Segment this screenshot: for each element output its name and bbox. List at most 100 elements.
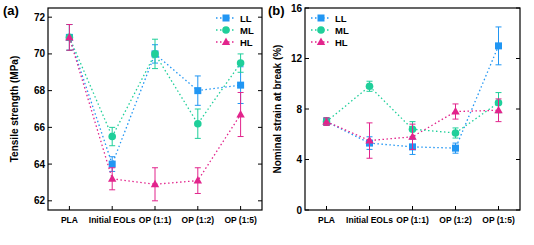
error-cap xyxy=(66,50,72,51)
error-cap xyxy=(453,103,459,104)
error-cap xyxy=(324,125,330,126)
data-point xyxy=(109,161,116,168)
error-cap xyxy=(410,121,416,122)
series-line xyxy=(69,37,240,164)
error-cap xyxy=(367,122,373,123)
x-tick-label: PLA xyxy=(61,215,78,225)
x-tick-label: OP (1:5) xyxy=(482,215,515,225)
y-tick xyxy=(258,90,262,91)
data-point xyxy=(66,34,74,42)
y-tick-label: 4 xyxy=(296,154,302,165)
error-cap xyxy=(109,156,115,157)
y-tick xyxy=(258,17,262,18)
error-cap xyxy=(109,189,115,190)
data-point xyxy=(452,145,459,152)
y-axis-label: Nominal strain at break (%) xyxy=(272,45,283,174)
data-point xyxy=(495,42,502,49)
series-line xyxy=(327,46,499,148)
data-point xyxy=(237,59,245,67)
x-tick xyxy=(155,206,156,210)
page: {"chart_data": [ {"type": "line", "title… xyxy=(0,0,534,245)
y-tick xyxy=(305,109,309,110)
figure: (a)Tensile strength (MPa)626466687072PLA… xyxy=(0,0,534,245)
x-tick-label: Initial EOLs xyxy=(89,215,136,225)
x-tick-label: OP (1:2) xyxy=(182,215,215,225)
error-cap xyxy=(109,145,115,146)
error-cap xyxy=(324,125,330,126)
data-point xyxy=(366,82,374,90)
error-cap xyxy=(195,105,201,106)
error-cap xyxy=(453,143,459,144)
legend-label: LL xyxy=(335,13,347,24)
legend-label: HL xyxy=(240,37,253,48)
error-cap xyxy=(496,26,502,27)
x-tick xyxy=(69,206,70,210)
data-point xyxy=(494,106,502,114)
legend-marker xyxy=(222,38,230,46)
error-cap xyxy=(367,81,373,82)
panel: (b)Nominal strain at break (%)0481216PLA… xyxy=(268,3,520,226)
plot-area xyxy=(65,25,245,201)
plot-frame xyxy=(305,8,520,210)
panel-title: (a) xyxy=(3,3,19,18)
y-tick-label: 0 xyxy=(296,205,302,216)
error-bar xyxy=(453,143,459,153)
error-cap xyxy=(496,98,502,99)
data-point xyxy=(365,136,373,144)
error-cap xyxy=(195,109,201,110)
error-bar xyxy=(453,128,459,138)
error-cap xyxy=(152,167,158,168)
error-bar xyxy=(238,54,244,72)
x-tick xyxy=(240,206,241,210)
error-cap xyxy=(453,138,459,139)
x-tick xyxy=(197,206,198,210)
plot-frame xyxy=(48,8,262,210)
error-cap xyxy=(66,50,72,51)
x-tick xyxy=(498,206,499,210)
error-cap xyxy=(238,136,244,137)
y-tick-label: 66 xyxy=(34,122,46,133)
data-point xyxy=(323,118,331,126)
y-tick-label: 68 xyxy=(34,85,46,96)
data-point xyxy=(194,176,202,184)
data-point xyxy=(236,110,244,118)
error-cap xyxy=(66,50,72,51)
y-tick xyxy=(258,200,262,201)
x-tick-label: OP (1:5) xyxy=(224,215,257,225)
error-cap xyxy=(195,138,201,139)
y-tick-label: 8 xyxy=(296,104,302,115)
data-point xyxy=(452,129,460,137)
data-point xyxy=(194,120,202,128)
error-cap xyxy=(496,64,502,65)
legend-marker xyxy=(317,38,325,46)
error-cap xyxy=(238,53,244,54)
y-tick-label: 12 xyxy=(291,53,303,64)
error-cap xyxy=(195,75,201,76)
error-cap xyxy=(66,24,72,25)
data-point xyxy=(237,82,244,89)
legend-marker xyxy=(223,15,230,22)
error-cap xyxy=(410,124,416,125)
data-point xyxy=(151,180,159,188)
data-point xyxy=(451,107,459,115)
legend: LLMLHL xyxy=(216,13,254,48)
y-tick-label: 70 xyxy=(34,48,46,59)
error-cap xyxy=(152,200,158,201)
error-bar xyxy=(109,127,115,145)
error-cap xyxy=(367,91,373,92)
x-tick xyxy=(369,206,370,210)
y-tick-label: 64 xyxy=(34,159,46,170)
x-tick-label: OP (1:1) xyxy=(139,215,172,225)
y-tick-label: 16 xyxy=(291,3,303,14)
x-tick-label: PLA xyxy=(318,215,335,225)
data-point xyxy=(323,118,330,125)
y-tick xyxy=(305,159,309,160)
legend: LLMLHL xyxy=(311,13,349,48)
data-point xyxy=(66,34,73,41)
x-tick-label: OP (1:2) xyxy=(439,215,472,225)
error-cap xyxy=(238,92,244,93)
error-cap xyxy=(109,127,115,128)
legend-marker xyxy=(222,26,230,34)
error-cap xyxy=(152,39,158,40)
x-tick xyxy=(112,206,113,210)
